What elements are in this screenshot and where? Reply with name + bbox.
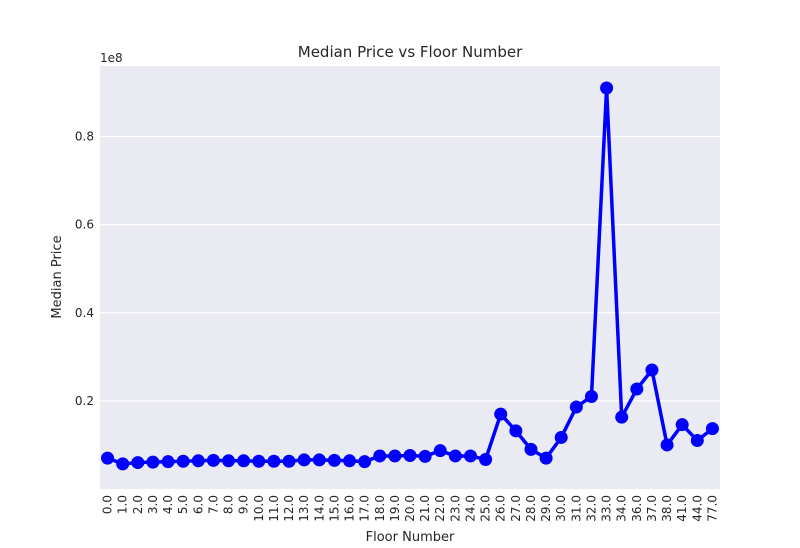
data-point [222,454,236,468]
data-point [237,454,251,468]
data-point [675,418,689,432]
x-tick-label: 36.0 [630,495,644,522]
y-tick-label: 0.2 [75,394,94,408]
data-points [101,81,719,471]
data-point [600,81,614,95]
data-point [191,454,205,468]
data-point [282,454,296,468]
x-tick-label: 1.0 [116,495,130,514]
x-tick-label: 3.0 [146,495,160,514]
x-tick-label: 34.0 [615,495,629,522]
data-point [206,453,220,467]
y-tick-labels: 0.2 0.4 0.6 0.8 [75,130,94,408]
data-point [146,455,160,469]
x-tick-label: 33.0 [600,495,614,522]
x-tick-label: 4.0 [161,495,175,514]
x-tick-label: 0.0 [101,495,115,514]
data-point [690,434,704,448]
data-point [660,438,674,452]
data-point [463,449,477,463]
data-point [645,363,659,377]
y-tick-label: 0.4 [75,306,94,320]
y-tick-label: 0.6 [75,218,94,232]
data-point [418,449,432,463]
data-point [705,422,719,436]
x-tick-label: 32.0 [584,495,598,522]
chart-title: Median Price vs Floor Number [298,43,523,61]
y-axis-label: Median Price [50,235,65,318]
x-tick-label: 24.0 [463,495,477,522]
x-tick-label: 22.0 [433,495,447,522]
x-tick-label: 7.0 [206,495,220,514]
y-tick-label: 0.8 [75,130,94,144]
x-tick-label: 44.0 [690,495,704,522]
x-tick-label: 16.0 [343,495,357,522]
data-point [373,449,387,463]
data-point [101,451,115,465]
data-point [343,454,357,468]
x-axis-label: Floor Number [366,530,455,545]
data-point [358,455,372,469]
x-tick-label: 29.0 [539,495,553,522]
x-tick-label: 41.0 [675,495,689,522]
data-point [524,442,538,456]
data-point [388,449,402,463]
x-tick-label: 14.0 [312,495,326,522]
data-point [479,452,493,466]
x-tick-label: 27.0 [509,495,523,522]
data-point [267,454,281,468]
x-tick-label: 31.0 [569,495,583,522]
data-point [161,455,175,469]
x-tick-label: 28.0 [524,495,538,522]
x-tick-label: 25.0 [479,495,493,522]
data-point [252,454,266,468]
data-point [584,389,598,403]
x-tick-label: 19.0 [388,495,402,522]
x-tick-label: 77.0 [705,495,719,522]
plot-area [100,66,720,489]
x-tick-label: 17.0 [358,495,372,522]
data-point [433,444,447,458]
x-tick-label: 37.0 [645,495,659,522]
data-point [448,449,462,463]
x-tick-labels: 0.0 1.0 2.0 3.0 4.0 5.0 6.0 7.0 8.0 9.0 10.0 11.0 12… [101,495,720,522]
data-point [403,449,417,463]
x-tick-label: 5.0 [176,495,190,514]
data-point [494,407,508,421]
data-point [297,453,311,467]
data-point [539,451,553,465]
x-tick-label: 30.0 [554,495,568,522]
x-tick-label: 2.0 [131,495,145,514]
data-point [131,456,145,470]
x-tick-label: 9.0 [237,495,251,514]
data-point [569,400,583,414]
x-tick-label: 13.0 [297,495,311,522]
x-tick-label: 8.0 [222,495,236,514]
data-point [615,410,629,424]
x-tick-label: 11.0 [267,495,281,522]
data-point [630,382,644,396]
data-point [176,454,190,468]
x-tick-label: 26.0 [494,495,508,522]
data-point [327,453,341,467]
x-tick-label: 18.0 [373,495,387,522]
x-tick-label: 12.0 [282,495,296,522]
x-tick-label: 15.0 [327,495,341,522]
x-tick-label: 23.0 [448,495,462,522]
data-point [116,457,130,471]
data-point [312,453,326,467]
x-tick-label: 6.0 [191,495,205,514]
x-tick-label: 20.0 [403,495,417,522]
data-point [554,430,568,444]
data-point [509,424,523,438]
x-tick-label: 21.0 [418,495,432,522]
x-tick-label: 10.0 [252,495,266,522]
y-axis-offset-label: 1e8 [100,51,123,65]
x-tick-label: 38.0 [660,495,674,522]
